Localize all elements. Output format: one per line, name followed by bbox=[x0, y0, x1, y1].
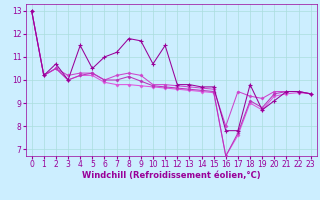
X-axis label: Windchill (Refroidissement éolien,°C): Windchill (Refroidissement éolien,°C) bbox=[82, 171, 260, 180]
